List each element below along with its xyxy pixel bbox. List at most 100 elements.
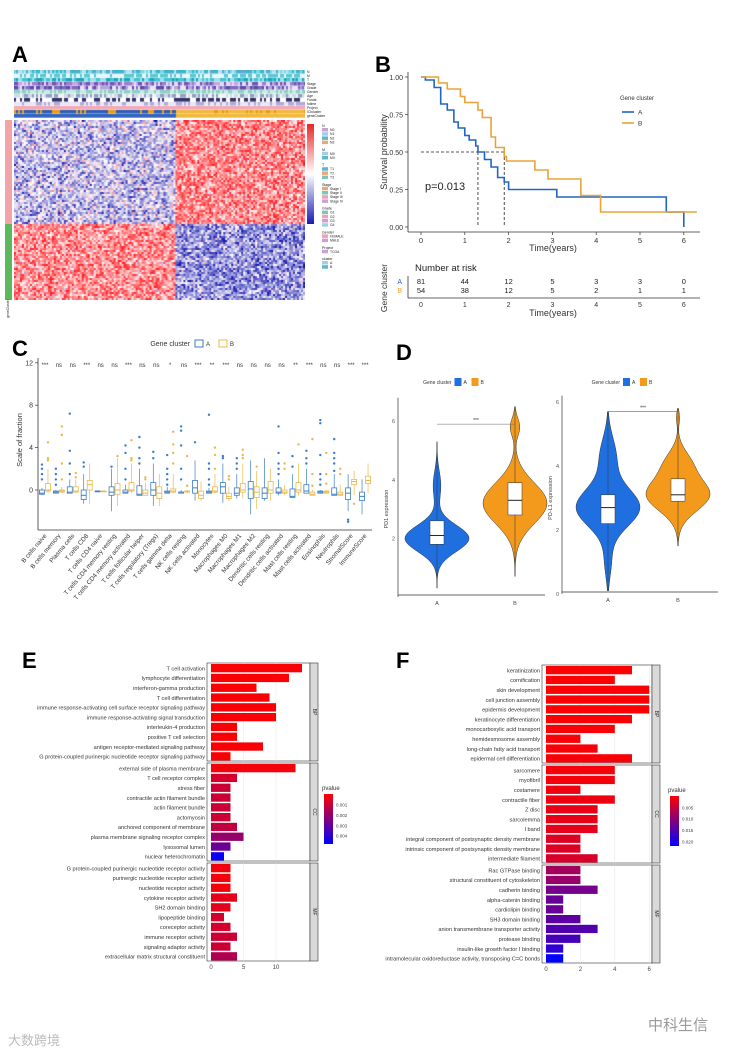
significance-label: ns <box>237 363 243 369</box>
box-A <box>289 488 296 498</box>
go-term-label: purinergic nucleotide receptor activity <box>113 876 206 882</box>
legend-swatch <box>322 128 328 132</box>
outlier-point-B <box>311 437 314 441</box>
x-tick-label: B <box>676 598 680 604</box>
outlier-point-A <box>277 425 280 428</box>
x-tick-label: 6 <box>648 967 652 973</box>
go-term-label: cadherin binding <box>499 888 540 894</box>
annotation-row-label: Age <box>307 94 313 98</box>
legend-swatch <box>322 136 328 140</box>
facet-strip-label: MF <box>311 908 317 915</box>
significance-label: *** <box>640 406 646 412</box>
legend-swatch <box>322 214 328 219</box>
x-tick-label: 5 <box>242 965 246 971</box>
risk-x-tick-label: 4 <box>594 302 598 309</box>
outlier-point-A <box>305 457 308 460</box>
y-tick-label: 4 <box>556 464 559 470</box>
x-tick-label: 4 <box>594 236 598 245</box>
go-term-label: G protein-coupled purinergic nucleotide … <box>67 866 206 872</box>
go-term-label: T cell differentiation <box>157 696 205 702</box>
outlier-point-B <box>60 478 64 481</box>
go-term-label: cell junction assembly <box>486 698 541 704</box>
go-term-label: actin filament bundle <box>154 806 205 812</box>
outlier-point-B <box>172 430 175 433</box>
outlier-point-A <box>333 451 336 455</box>
go-bar <box>211 793 231 802</box>
outlier-point-B <box>60 425 64 428</box>
annotation-row-label: Grade <box>307 86 317 90</box>
legend-swatch <box>322 175 328 180</box>
significance-label: ** <box>210 363 215 369</box>
facet-strip <box>651 764 661 864</box>
box-B <box>45 483 51 492</box>
facet-strip-label: BP <box>653 711 659 718</box>
box-B <box>212 486 218 493</box>
x-tick-label: 5 <box>638 236 642 245</box>
y-axis-label: PD-L1 expression <box>548 476 554 520</box>
risk-count: 2 <box>594 286 598 295</box>
outlier-point-A <box>82 465 85 468</box>
legend-tick-label: 0.001 <box>336 802 348 807</box>
y-tick-label: 2 <box>392 536 395 542</box>
box-B <box>309 491 316 496</box>
go-bar <box>546 915 581 924</box>
go-bar <box>546 866 581 875</box>
go-bar <box>546 834 581 843</box>
outlier-point-B <box>283 467 286 470</box>
annotation-row-label: N <box>307 70 310 74</box>
go-bar <box>546 744 598 753</box>
go-bar <box>546 844 581 853</box>
outlier-point-A <box>235 457 238 460</box>
go-term-label: hemidesmosome assembly <box>472 737 540 743</box>
go-term-label: cardiolipin binding <box>495 908 540 914</box>
legend-item: N1 <box>330 132 334 136</box>
panel-label-E: E <box>22 648 37 673</box>
go-term-label: extracellular matrix structural constitu… <box>105 955 206 961</box>
y-tick-label: 8 <box>29 403 33 410</box>
go-term-label: structural constituent of cytoskeleton <box>450 878 540 884</box>
risk-count: 12 <box>504 277 512 286</box>
outlier-point-A <box>54 472 58 476</box>
risk-count: 1 <box>682 286 686 295</box>
x-tick-label: A <box>606 598 610 604</box>
outlier-point-A <box>179 425 183 428</box>
legend-item: MX <box>330 156 336 160</box>
significance-label: *** <box>473 418 479 424</box>
go-bar <box>211 703 276 712</box>
legend-item: Stage III <box>330 195 343 199</box>
significance-label: *** <box>41 363 49 369</box>
outlier-point-A <box>319 472 322 476</box>
outlier-point-A <box>138 435 141 439</box>
outlier-point-B <box>185 484 189 487</box>
significance-label: *** <box>306 363 314 369</box>
significance-label: ns <box>56 363 62 369</box>
legend-key-B <box>640 378 647 386</box>
legend-group-title: Grade <box>322 207 332 211</box>
risk-x-tick-label: 6 <box>682 302 686 309</box>
outlier-point-A <box>166 472 169 476</box>
go-bar <box>546 785 581 794</box>
outlier-point-B <box>311 484 314 487</box>
outlier-point-A <box>54 483 58 486</box>
box-B <box>365 475 371 485</box>
legend-key-A <box>454 378 462 386</box>
go-term-label: skin development <box>496 688 540 694</box>
risk-count: 38 <box>461 286 469 295</box>
go-term-label: costamere <box>514 788 540 794</box>
go-bar <box>546 695 650 704</box>
legend-item: G3 <box>330 219 335 223</box>
outlier-point-A <box>333 469 336 473</box>
box-B <box>156 486 163 499</box>
outlier-point-A <box>68 412 71 415</box>
legend-key-A <box>623 378 630 386</box>
legend-tick-label: 0.020 <box>682 839 694 844</box>
outlier-point-A <box>138 457 141 460</box>
outlier-point-A <box>207 483 211 486</box>
outlier-point-A <box>207 413 211 416</box>
go-term-label: antigen receptor-mediated signaling path… <box>94 745 206 751</box>
legend-item: Stage IV <box>330 199 344 203</box>
survival-curve-A <box>421 76 685 227</box>
y-tick-label: 6 <box>556 400 559 406</box>
go-bar <box>211 803 231 812</box>
outlier-point-B <box>325 451 328 455</box>
